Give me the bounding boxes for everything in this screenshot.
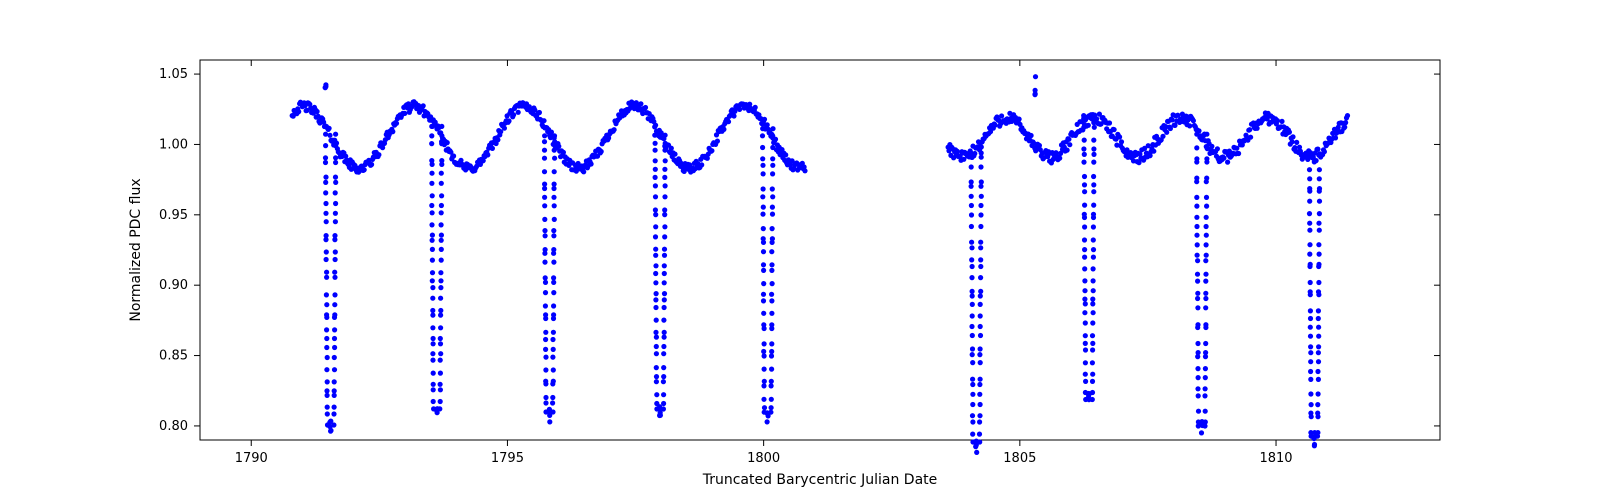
plot-area xyxy=(200,60,1440,440)
xtick-label: 1805 xyxy=(1003,451,1036,466)
ytick-label: 1.05 xyxy=(159,67,188,82)
ytick-label: 0.80 xyxy=(159,419,188,434)
ytick-label: 0.95 xyxy=(159,208,188,223)
ytick-label: 1.00 xyxy=(159,137,188,152)
xtick-label: 1790 xyxy=(235,451,268,466)
xtick-label: 1800 xyxy=(747,451,780,466)
ytick-label: 0.85 xyxy=(159,349,188,364)
xtick-label: 1795 xyxy=(491,451,524,466)
ylabel: Normalized PDC flux xyxy=(128,178,144,321)
xlabel: Truncated Barycentric Julian Date xyxy=(702,472,938,488)
data-points xyxy=(290,74,1351,455)
chart-svg: 1790 1795 1800 1805 1810 0.80 0.85 0.90 0.95 1.00… xyxy=(0,0,1600,500)
ytick-label: 0.90 xyxy=(159,278,188,293)
lightcurve-chart: 1790 1795 1800 1805 1810 0.80 0.85 0.90 0.95 1.00… xyxy=(0,0,1600,500)
xtick-label: 1810 xyxy=(1259,451,1292,466)
